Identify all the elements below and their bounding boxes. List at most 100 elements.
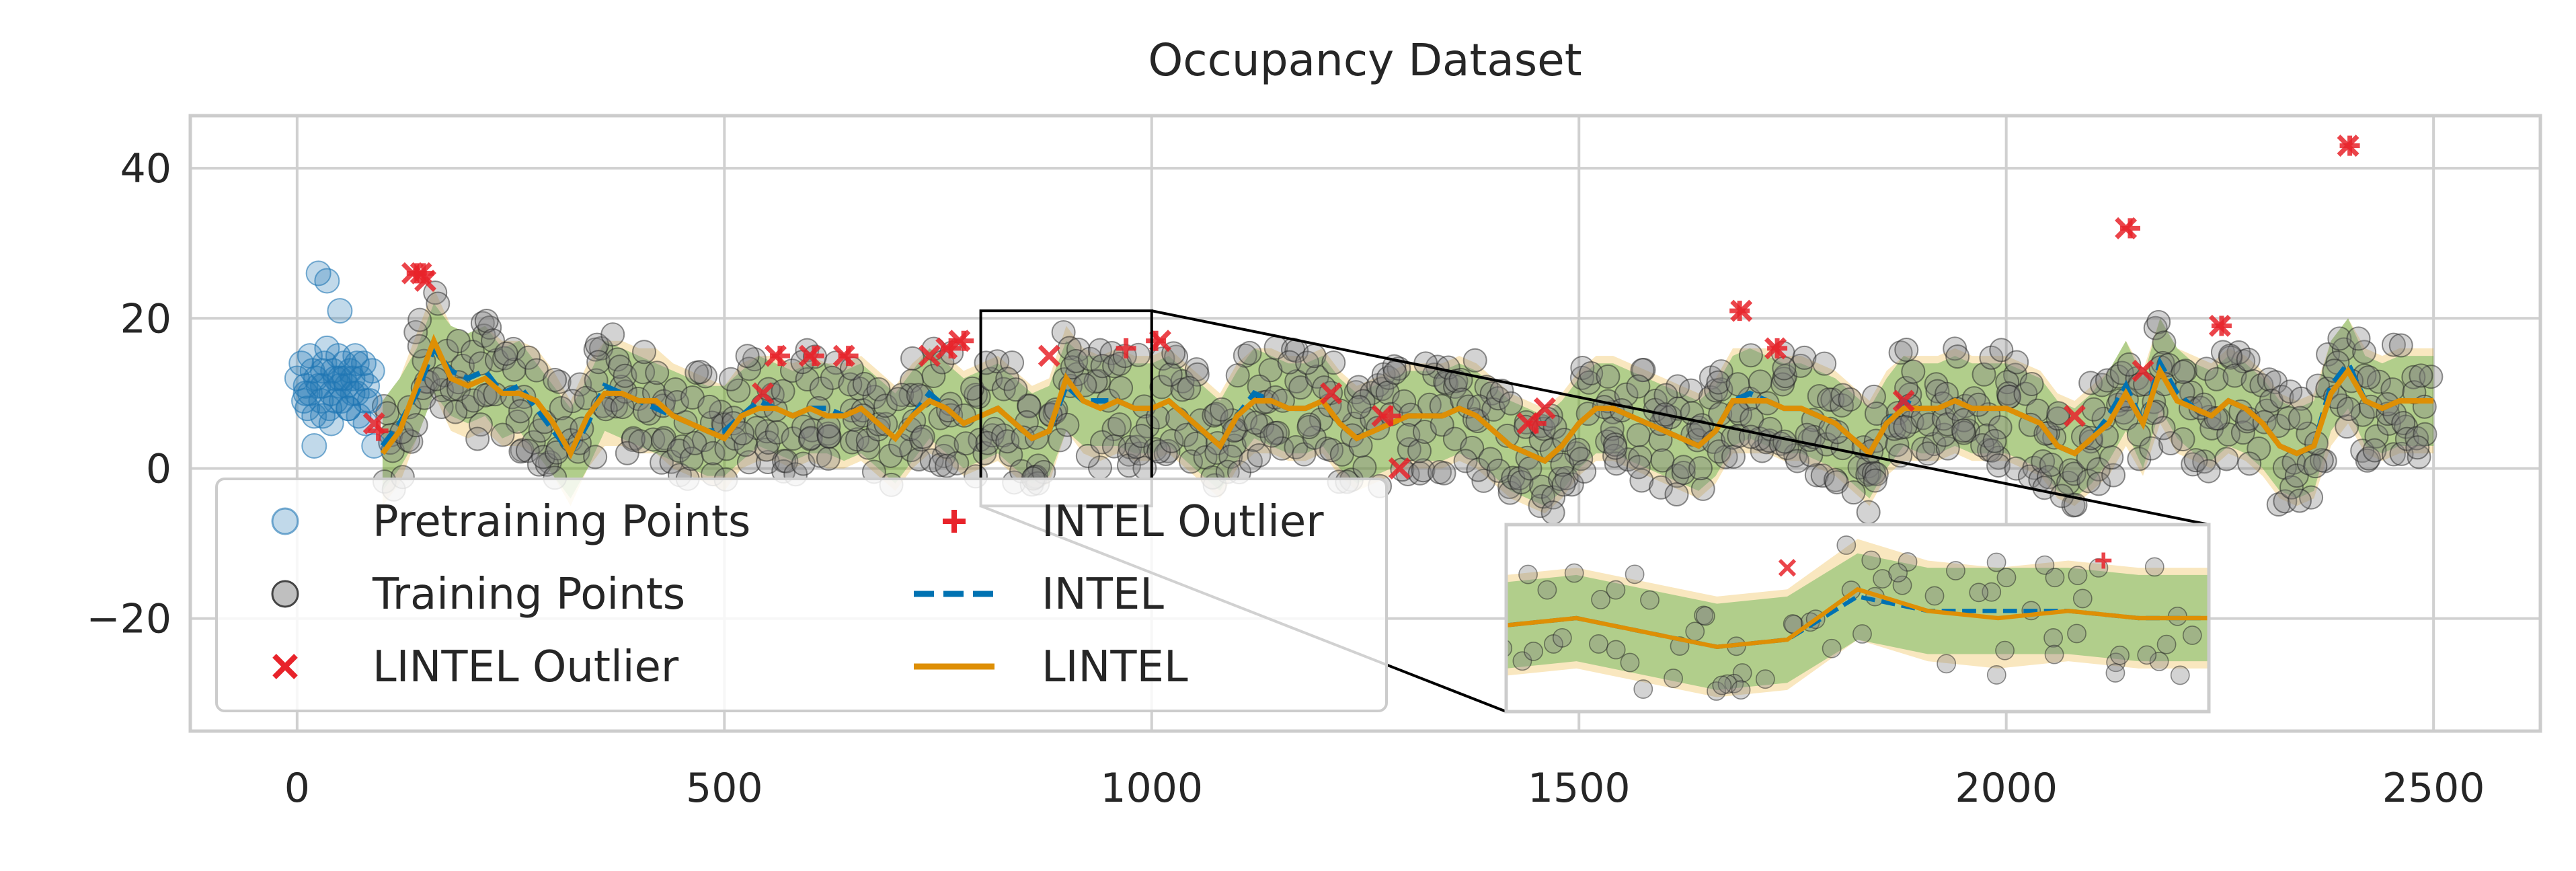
training-point xyxy=(1158,362,1183,387)
training-point xyxy=(1321,350,1346,375)
training-point xyxy=(2409,363,2433,388)
training-point xyxy=(1838,387,1863,412)
training-point xyxy=(1528,494,1553,519)
training-point xyxy=(1518,564,1538,584)
training-point xyxy=(1170,369,1195,393)
intel-outlier-point xyxy=(2119,218,2140,239)
pretraining-point xyxy=(350,350,377,377)
training-point xyxy=(1738,343,1763,368)
training-point xyxy=(2346,326,2371,351)
training-point xyxy=(2170,665,2190,685)
training-point xyxy=(1174,422,1199,447)
training-point xyxy=(2105,663,2125,683)
training-point xyxy=(2146,309,2171,334)
training-point xyxy=(1980,438,2004,463)
intel-outlier-point xyxy=(1146,330,1167,351)
training-point xyxy=(1225,363,1250,388)
training-point xyxy=(645,361,670,385)
training-point xyxy=(1792,345,1817,370)
legend-marker-training xyxy=(271,580,299,608)
training-point xyxy=(2194,356,2219,381)
training-point xyxy=(1785,449,1810,474)
training-point xyxy=(1755,669,1775,689)
training-point xyxy=(1633,679,1653,699)
pretraining-point xyxy=(352,388,379,414)
training-point xyxy=(737,356,762,381)
training-point xyxy=(1664,482,1689,506)
intel-outlier-point xyxy=(769,346,790,367)
training-point xyxy=(2388,333,2413,358)
training-point xyxy=(2062,461,2086,486)
training-point xyxy=(1626,423,1651,448)
training-point xyxy=(2058,458,2083,483)
training-point xyxy=(1000,350,1025,375)
training-point xyxy=(1888,563,1908,583)
training-point xyxy=(1209,397,1234,422)
training-point xyxy=(1392,389,1417,414)
training-point xyxy=(1551,472,1576,497)
legend-marker-intel-outlier xyxy=(943,510,966,533)
legend-label: INTEL xyxy=(1042,570,1164,619)
training-point xyxy=(2196,459,2221,484)
training-point xyxy=(1924,586,1945,606)
training-point xyxy=(474,308,499,333)
training-point xyxy=(1898,552,1918,572)
training-point xyxy=(1861,550,1881,570)
training-point xyxy=(2086,471,2111,496)
training-point xyxy=(407,307,432,332)
training-point xyxy=(1969,582,1989,603)
training-point xyxy=(1478,447,1503,471)
pretraining-point xyxy=(336,395,362,422)
pretraining-point xyxy=(327,298,353,324)
intel-outlier-point xyxy=(1526,413,1547,434)
training-point xyxy=(2381,332,2406,357)
training-point xyxy=(1577,370,1602,395)
training-point xyxy=(1690,476,1715,501)
intel-outlier-point xyxy=(1116,338,1136,358)
training-point xyxy=(779,358,804,383)
training-point xyxy=(2045,568,2065,588)
training-point xyxy=(508,399,533,424)
training-point xyxy=(974,350,999,375)
training-point xyxy=(1795,422,1820,447)
training-point xyxy=(1685,621,1705,642)
training-point xyxy=(900,346,925,371)
training-point xyxy=(2263,370,2288,395)
training-point xyxy=(1822,638,1842,658)
training-point xyxy=(549,396,574,421)
training-point xyxy=(886,387,910,412)
intel-outlier-point xyxy=(941,338,962,358)
training-point xyxy=(2362,438,2387,463)
intel-outlier-point xyxy=(413,263,434,284)
training-point xyxy=(1177,376,1202,401)
training-point xyxy=(820,365,845,390)
training-point xyxy=(1055,412,1080,437)
training-point xyxy=(1625,564,1645,584)
training-point xyxy=(613,363,637,388)
training-point xyxy=(1489,378,1514,403)
training-point xyxy=(1979,345,2004,370)
intel-outlier-point xyxy=(2211,315,2232,336)
legend-label: LINTEL Outlier xyxy=(373,642,679,692)
training-point xyxy=(1346,375,1371,400)
training-point xyxy=(1295,350,1320,375)
lintel-outlier-point xyxy=(1778,558,1797,577)
training-point xyxy=(1731,680,1751,700)
x-tick-label: 1500 xyxy=(1528,765,1631,812)
training-point xyxy=(531,445,555,469)
training-point xyxy=(1179,449,1204,474)
training-point xyxy=(718,367,743,391)
pretraining-point xyxy=(309,358,336,384)
training-point xyxy=(1937,654,1957,674)
training-point xyxy=(1606,640,1626,660)
training-point xyxy=(2099,445,2124,470)
training-point xyxy=(2222,363,2247,388)
training-point xyxy=(1783,614,1803,634)
training-point xyxy=(735,344,760,369)
training-point xyxy=(2306,373,2331,398)
lintel-uncertainty-band xyxy=(1506,539,2209,697)
main-data-layer xyxy=(284,135,2444,525)
pretraining-point xyxy=(344,350,370,377)
training-point xyxy=(2101,463,2126,488)
